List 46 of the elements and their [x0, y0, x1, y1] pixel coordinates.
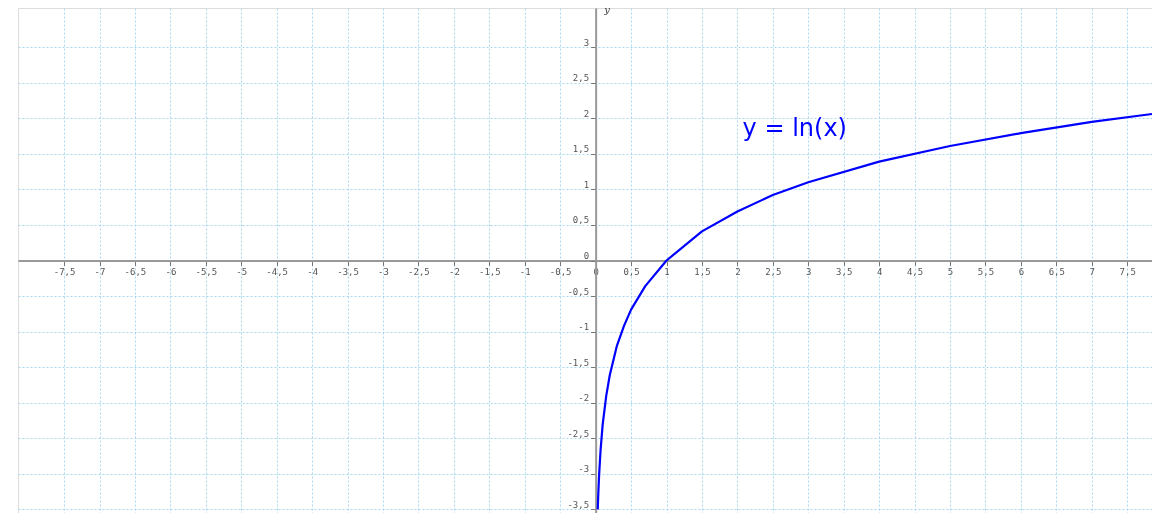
y-tick-label: 2,5 — [572, 73, 590, 84]
x-tick-label: -0,5 — [549, 267, 572, 277]
x-tick-label: 5,5 — [977, 267, 995, 277]
x-tick-label: 1 — [664, 267, 670, 277]
y-tick-label: -0,5 — [567, 286, 590, 297]
y-tick-label: -3 — [578, 464, 590, 475]
x-tick-label: -2,5 — [408, 267, 430, 277]
y-tick-label: -3,5 — [567, 499, 590, 510]
x-tick-label: -2 — [448, 267, 460, 277]
x-tick-label: 2 — [735, 267, 741, 277]
x-tick-label: 5 — [947, 267, 954, 277]
x-tick-label: -1 — [519, 267, 531, 277]
y-tick-label: -2 — [578, 393, 590, 404]
y-tick-label: 1,5 — [572, 144, 590, 155]
x-tick-label: -7,5 — [53, 267, 76, 277]
x-tick-label: 1,5 — [694, 267, 711, 277]
x-tick-label: 7 — [1089, 267, 1095, 277]
y-tick-label: -1 — [578, 322, 590, 333]
x-tick-label: 6,5 — [1048, 267, 1065, 277]
x-tick-label: -4 — [307, 267, 319, 277]
y-tick-label: -1,5 — [567, 357, 590, 368]
y-tick-label: 3 — [583, 37, 590, 48]
x-tick-label: -1,5 — [478, 267, 501, 277]
x-tick-label: -6,5 — [124, 267, 147, 277]
y-tick-label: 2 — [583, 108, 590, 119]
y-tick-label: -2,5 — [567, 428, 590, 439]
y-tick-label: 1 — [583, 179, 590, 190]
x-tick-label: 3,5 — [836, 267, 853, 277]
x-tick-label: -4,5 — [266, 267, 289, 277]
x-tick-label: 3 — [806, 267, 812, 277]
y-tick-label: 0 — [583, 251, 590, 261]
x-tick-label: -6 — [165, 267, 177, 277]
x-tick-label: 2,5 — [765, 267, 782, 277]
x-tick-label: -3,5 — [337, 267, 359, 277]
x-tick-label: 7,5 — [1119, 267, 1136, 277]
annotation: y = ln(x) — [742, 114, 847, 143]
x-tick-label: -5,5 — [195, 267, 218, 277]
y-tick-label: 0,5 — [572, 215, 590, 226]
x-tick-label: 4,5 — [906, 267, 924, 277]
x-tick-label: -7 — [94, 267, 106, 277]
x-tick-label: -3 — [378, 267, 389, 277]
x-tick-label: -5 — [236, 267, 248, 277]
x-tick-label: 0,5 — [623, 267, 640, 277]
x-tick-label: 4 — [876, 267, 883, 277]
y-axis-title: y — [603, 3, 611, 15]
x-tick-label: 6 — [1018, 267, 1025, 277]
